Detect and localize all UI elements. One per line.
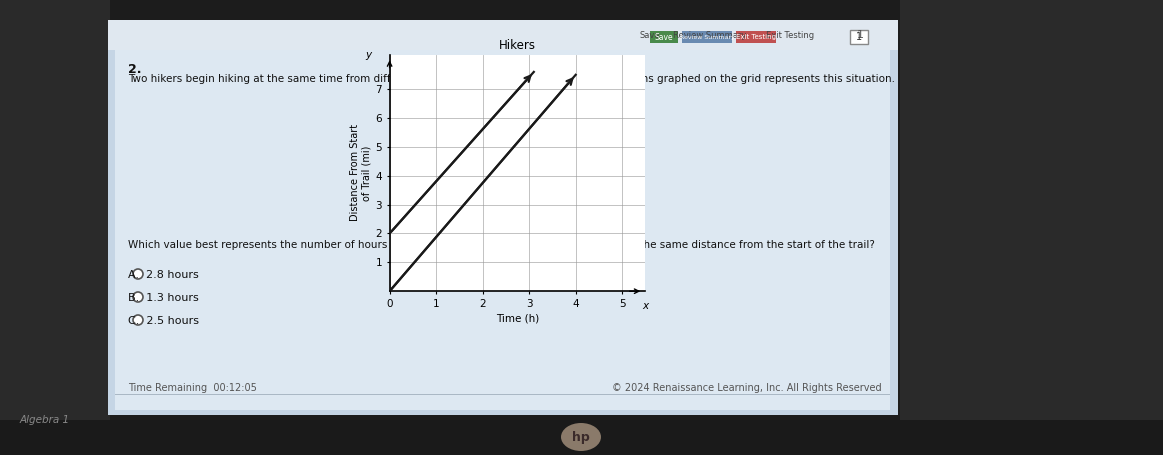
Bar <box>115 50 890 410</box>
Text: Hikers: Hikers <box>471 97 509 110</box>
Bar <box>850 30 868 44</box>
Text: hp: hp <box>572 430 590 444</box>
Text: 1: 1 <box>856 32 862 42</box>
Text: Review Summary: Review Summary <box>679 35 734 40</box>
Text: Exit Testing: Exit Testing <box>766 30 814 40</box>
Circle shape <box>133 269 143 279</box>
Text: Time Remaining  00:12:05: Time Remaining 00:12:05 <box>128 383 257 393</box>
Bar <box>682 31 732 43</box>
Title: Hikers: Hikers <box>499 39 536 52</box>
Circle shape <box>133 315 143 325</box>
Text: © 2024 Renaissance Learning, Inc. All Rights Reserved: © 2024 Renaissance Learning, Inc. All Ri… <box>613 383 882 393</box>
Y-axis label: Distance From Start
of Trail (mi): Distance From Start of Trail (mi) <box>350 124 371 222</box>
Text: A.  2.8 hours: A. 2.8 hours <box>128 270 199 280</box>
Ellipse shape <box>561 423 601 451</box>
Text: Review Summary: Review Summary <box>673 30 747 40</box>
Text: y: y <box>365 50 372 60</box>
Text: C.  2.5 hours: C. 2.5 hours <box>128 316 199 326</box>
Text: Algebra 1: Algebra 1 <box>20 415 70 425</box>
Bar <box>108 20 898 50</box>
Text: Which value best represents the number of hours the two hikers have been hiking : Which value best represents the number o… <box>128 240 875 250</box>
Bar <box>108 20 898 415</box>
Text: Exit Testing: Exit Testing <box>736 34 776 40</box>
Text: Two hikers begin hiking at the same time from different locations on a trail. Th: Two hikers begin hiking at the same time… <box>128 74 896 84</box>
Circle shape <box>133 292 143 302</box>
Bar <box>736 31 776 43</box>
Text: Save: Save <box>640 30 661 40</box>
Text: x: x <box>642 301 649 311</box>
Text: B.  1.3 hours: B. 1.3 hours <box>128 293 199 303</box>
X-axis label: Time (h): Time (h) <box>495 313 540 323</box>
Text: 1: 1 <box>856 30 863 40</box>
Text: 2.: 2. <box>128 63 142 76</box>
Bar <box>650 31 678 43</box>
Bar <box>900 0 1163 455</box>
Bar <box>0 0 110 455</box>
Text: Save: Save <box>655 32 673 41</box>
Bar <box>115 394 890 395</box>
Bar <box>0 420 1163 455</box>
